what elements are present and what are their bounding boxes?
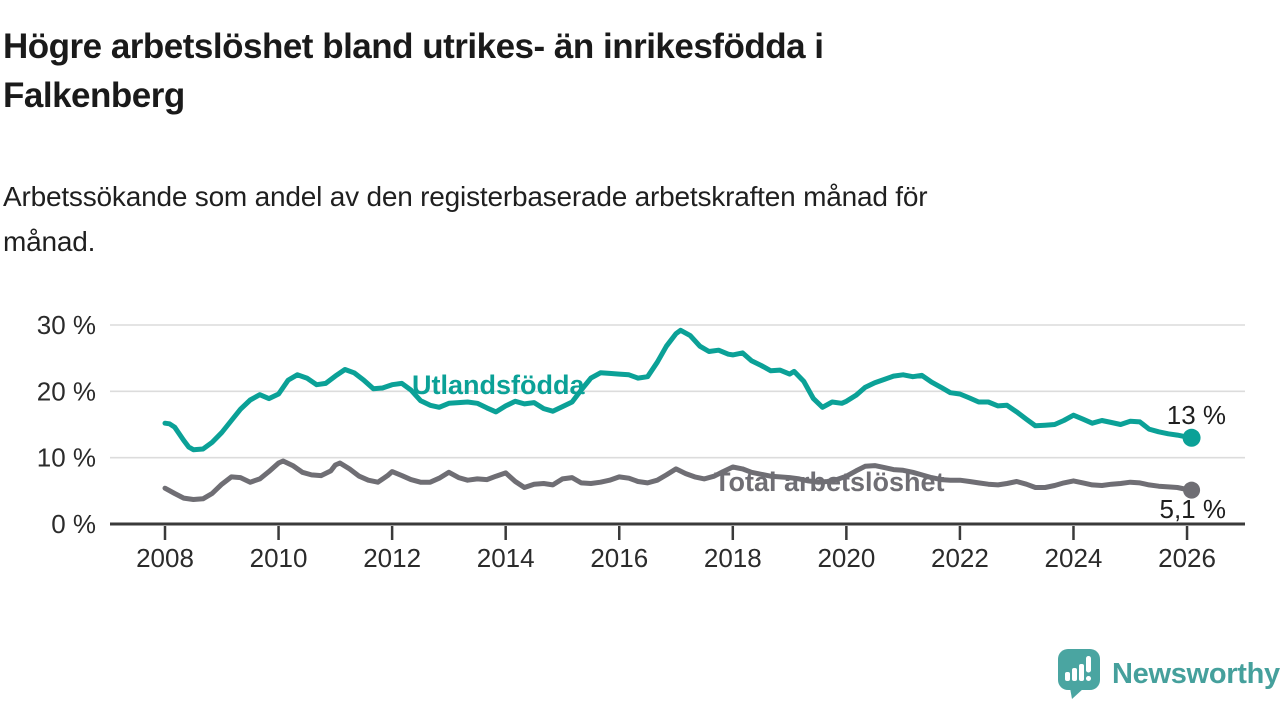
- y-tick-label: 10 %: [37, 443, 96, 473]
- title-line-1: Högre arbetslöshet bland utrikes- än inr…: [3, 27, 824, 66]
- page-title: Högre arbetslöshet bland utrikes- än inr…: [3, 22, 1263, 120]
- series-end-dot-0: [1182, 428, 1201, 447]
- series-line-1: [162, 458, 1195, 502]
- x-tick-label: 2008: [136, 543, 194, 573]
- series-end-value-1: 5,1 %: [1160, 494, 1227, 524]
- series-line-0: [162, 327, 1195, 453]
- x-tick-label: 2016: [590, 543, 648, 573]
- x-tick-label: 2012: [363, 543, 421, 573]
- chart-subtitle: Arbetssökande som andel av den registerb…: [3, 174, 1263, 264]
- y-tick-label: 30 %: [37, 310, 96, 340]
- title-line-2: Falkenberg: [3, 76, 185, 115]
- y-tick-label: 20 %: [37, 376, 96, 406]
- x-tick-label: 2020: [817, 543, 875, 573]
- line-chart: 0 % 10 % 20 % 30 % 2008 2010 2012 2014 2016 2018 2…: [0, 290, 1280, 590]
- x-tick-label: 2010: [250, 543, 308, 573]
- x-tick-label: 2018: [704, 543, 762, 573]
- x-tick-label: 2024: [1045, 543, 1103, 573]
- subtitle-line-2: månad.: [3, 226, 96, 257]
- series-label-0: Utlandsfödda: [412, 370, 585, 400]
- x-tick-label: 2014: [477, 543, 535, 573]
- y-tick-label: 0 %: [51, 509, 96, 539]
- x-tick-label: 2022: [931, 543, 989, 573]
- newsworthy-logo-icon: [1058, 649, 1100, 699]
- brand-name: Newsworthy: [1112, 657, 1280, 690]
- series-end-dot-1: [1183, 481, 1201, 499]
- series-end-value-0: 13 %: [1167, 400, 1226, 430]
- chart-svg: 0 % 10 % 20 % 30 % 2008 2010 2012 2014 2016 2018 2…: [37, 310, 1245, 573]
- newsworthy-brand: Newsworthy: [1056, 648, 1280, 700]
- x-tick-label: 2026: [1158, 543, 1216, 573]
- subtitle-line-1: Arbetssökande som andel av den registerb…: [3, 181, 928, 212]
- series-label-1: Total arbetslöshet: [714, 467, 945, 497]
